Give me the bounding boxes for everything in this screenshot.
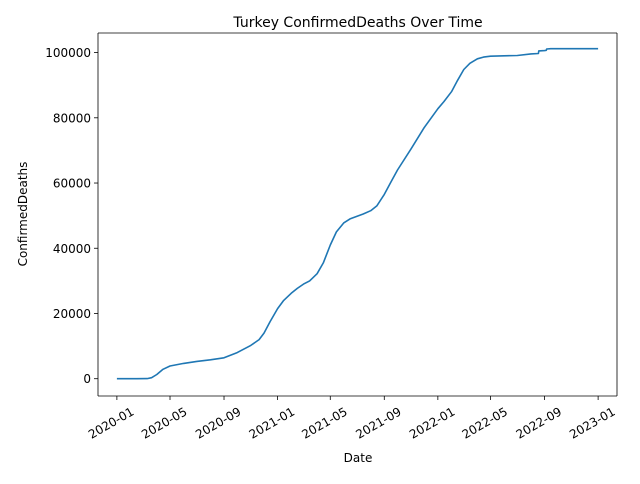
y-tick-label: 80000: [53, 111, 91, 125]
plot-area: [97, 32, 618, 397]
x-tick-label: 2023-01: [567, 404, 617, 441]
y-tick-label: 20000: [53, 307, 91, 321]
x-tick-label: 2020-09: [193, 404, 243, 441]
x-tick-label: 2022-09: [514, 404, 564, 441]
deaths-series-line: [116, 47, 599, 380]
x-tick-label: 2020-01: [86, 404, 136, 441]
x-tick-label: 2022-05: [460, 404, 510, 441]
plot-background: [98, 33, 617, 396]
x-axis-label: Date: [344, 451, 373, 465]
x-tick-label: 2021-01: [247, 404, 297, 441]
x-tick-label: 2020-05: [139, 404, 189, 441]
y-tick-label: 100000: [45, 46, 91, 60]
chart-title: Turkey ConfirmedDeaths Over Time: [232, 15, 482, 31]
x-axis-ticks: 2020-01 2020-05 2020-09 2021-01 2021-05 2021-…: [86, 396, 618, 442]
y-tick-label: 0: [83, 372, 91, 386]
y-axis-ticks: 0 20000 40000 60000 80000 100000: [45, 46, 98, 386]
x-tick-label: 2021-09: [353, 404, 403, 441]
x-tick-label: 2022-01: [407, 404, 457, 441]
y-tick-label: 60000: [53, 177, 91, 191]
y-tick-label: 40000: [53, 242, 91, 256]
y-axis-label: ConfirmedDeaths: [16, 162, 30, 267]
x-tick-label: 2021-05: [299, 404, 349, 441]
